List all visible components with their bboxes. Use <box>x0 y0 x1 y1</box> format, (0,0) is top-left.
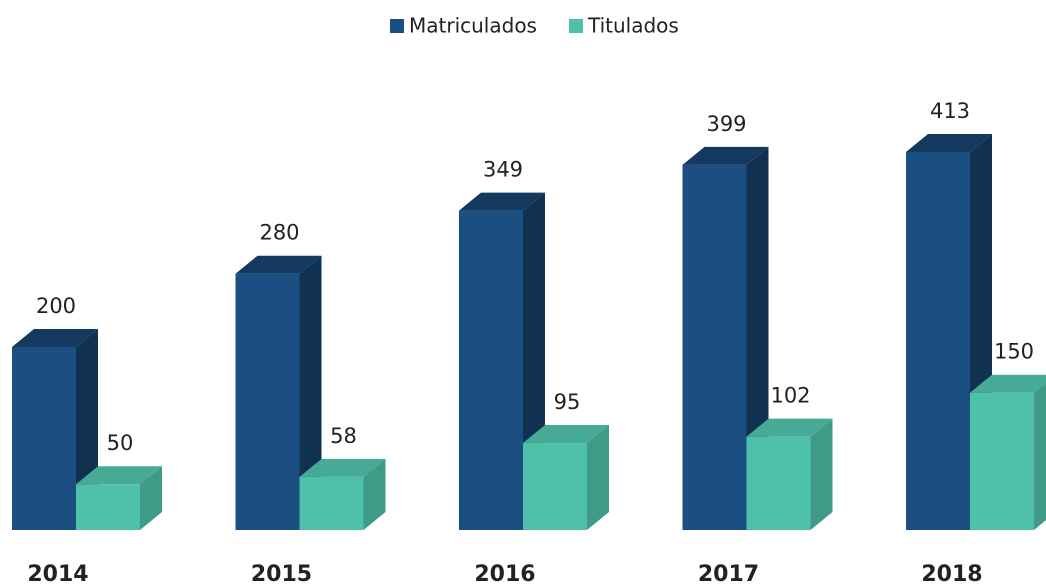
value-label: 413 <box>930 99 970 123</box>
bar-side <box>587 425 609 530</box>
legend-label: Matriculados <box>409 14 537 38</box>
bar-top <box>906 134 992 152</box>
bar-top <box>970 374 1046 393</box>
x-tick-label: 2016 <box>474 562 535 585</box>
value-label: 50 <box>107 431 134 455</box>
x-tick-label: 2015 <box>251 562 312 585</box>
x-tick-label: 2017 <box>698 562 759 585</box>
legend-swatch <box>390 19 404 33</box>
value-label: 95 <box>554 390 581 414</box>
value-label: 399 <box>706 112 746 136</box>
x-tick-label: 2014 <box>27 562 88 585</box>
bar <box>970 392 1034 530</box>
bar <box>459 210 523 530</box>
bar <box>76 484 140 530</box>
legend-swatch <box>568 19 583 33</box>
bar <box>299 476 364 530</box>
x-tick-label: 2018 <box>921 562 982 585</box>
bar <box>235 273 300 530</box>
bar <box>682 164 747 531</box>
value-label: 280 <box>259 221 299 245</box>
bar-top <box>235 255 322 274</box>
bar <box>906 152 970 530</box>
bar <box>523 443 587 530</box>
bar-top <box>682 146 769 165</box>
value-label: 349 <box>483 158 523 182</box>
bar-top <box>523 425 609 444</box>
bar-top <box>12 328 98 347</box>
bar-side <box>1034 382 1046 530</box>
bar-side <box>299 255 322 530</box>
value-label: 102 <box>770 384 810 408</box>
legend-label: Titulados <box>587 14 679 38</box>
bar-top <box>299 458 386 477</box>
bar-side <box>140 466 162 530</box>
value-label: 200 <box>36 294 76 318</box>
bar <box>12 346 76 530</box>
bar-top <box>746 418 833 437</box>
value-label: 150 <box>994 340 1034 364</box>
bar-side <box>363 458 386 530</box>
bar <box>746 436 811 530</box>
bar-top <box>76 466 162 485</box>
value-label: 58 <box>330 424 357 448</box>
bar-top <box>459 192 545 211</box>
bar-side <box>810 418 833 530</box>
